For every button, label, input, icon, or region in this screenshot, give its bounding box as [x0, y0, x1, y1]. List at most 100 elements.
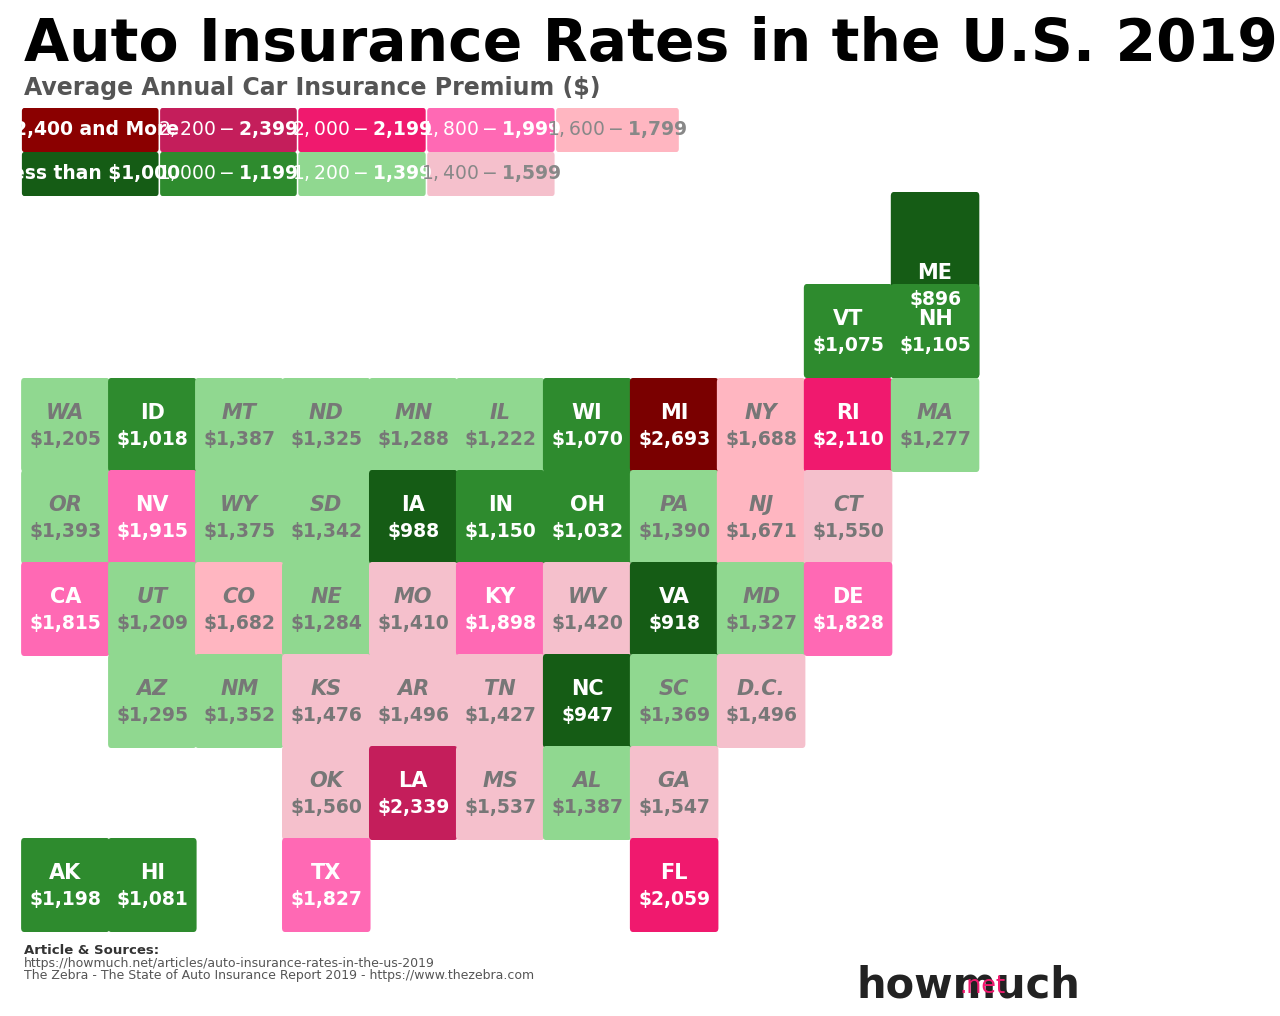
Text: $1,070: $1,070: [552, 430, 623, 448]
FancyBboxPatch shape: [456, 378, 544, 472]
FancyBboxPatch shape: [20, 838, 110, 932]
Text: CA: CA: [50, 587, 81, 607]
FancyBboxPatch shape: [717, 562, 805, 656]
Text: $1,075: $1,075: [812, 335, 884, 355]
Text: MA: MA: [916, 403, 954, 423]
FancyBboxPatch shape: [804, 284, 892, 378]
Text: .net: .net: [959, 974, 1005, 998]
FancyBboxPatch shape: [195, 470, 284, 564]
Text: WV: WV: [567, 587, 607, 607]
Text: $2,400 and More: $2,400 and More: [1, 121, 179, 139]
FancyBboxPatch shape: [282, 654, 370, 748]
FancyBboxPatch shape: [282, 378, 370, 472]
Text: $1,018: $1,018: [116, 430, 188, 448]
Text: $2,693: $2,693: [637, 430, 710, 448]
FancyBboxPatch shape: [369, 470, 457, 564]
FancyBboxPatch shape: [428, 108, 554, 152]
FancyBboxPatch shape: [369, 378, 457, 472]
Text: $1,295: $1,295: [116, 705, 188, 724]
FancyBboxPatch shape: [804, 562, 892, 656]
FancyBboxPatch shape: [282, 562, 370, 656]
Text: RI: RI: [836, 403, 860, 423]
FancyBboxPatch shape: [160, 108, 297, 152]
FancyBboxPatch shape: [282, 838, 370, 932]
Text: IA: IA: [402, 495, 425, 515]
FancyBboxPatch shape: [717, 470, 805, 564]
Text: $1,427: $1,427: [465, 705, 536, 724]
Text: https://howmuch.net/articles/auto-insurance-rates-in-the-us-2019: https://howmuch.net/articles/auto-insura…: [24, 957, 435, 970]
Text: Article & Sources:: Article & Sources:: [24, 944, 159, 957]
Text: $1,800 - $1,999: $1,800 - $1,999: [421, 120, 561, 140]
FancyBboxPatch shape: [891, 192, 979, 378]
FancyBboxPatch shape: [630, 470, 718, 564]
Text: HI: HI: [140, 863, 165, 883]
Text: $1,387: $1,387: [552, 798, 623, 817]
FancyBboxPatch shape: [630, 746, 718, 840]
Text: $918: $918: [648, 614, 700, 633]
FancyBboxPatch shape: [630, 562, 718, 656]
Text: $1,688: $1,688: [726, 430, 797, 448]
Text: $1,032: $1,032: [552, 521, 623, 541]
FancyBboxPatch shape: [891, 284, 979, 378]
Text: $1,327: $1,327: [726, 614, 797, 633]
Text: WA: WA: [46, 403, 84, 423]
Text: FL: FL: [660, 863, 687, 883]
Text: SD: SD: [310, 495, 343, 515]
Text: NE: NE: [311, 587, 342, 607]
Text: $1,352: $1,352: [204, 705, 275, 724]
Text: WY: WY: [220, 495, 259, 515]
Text: $1,898: $1,898: [465, 614, 536, 633]
FancyBboxPatch shape: [369, 654, 457, 748]
Text: DE: DE: [832, 587, 864, 607]
Text: $1,547: $1,547: [639, 798, 710, 817]
Text: MD: MD: [742, 587, 781, 607]
Text: IN: IN: [488, 495, 513, 515]
Text: $1,828: $1,828: [812, 614, 884, 633]
FancyBboxPatch shape: [804, 378, 892, 472]
FancyBboxPatch shape: [456, 562, 544, 656]
Text: $1,000 - $1,199: $1,000 - $1,199: [159, 164, 298, 185]
Text: NC: NC: [571, 679, 603, 699]
Text: ME: ME: [918, 263, 952, 283]
Text: $1,915: $1,915: [116, 521, 188, 541]
Text: AR: AR: [397, 679, 429, 699]
Text: $2,339: $2,339: [378, 798, 449, 817]
Text: $1,284: $1,284: [291, 614, 362, 633]
FancyBboxPatch shape: [22, 108, 159, 152]
Text: ID: ID: [140, 403, 165, 423]
Text: KY: KY: [485, 587, 516, 607]
Text: $1,222: $1,222: [465, 430, 536, 448]
FancyBboxPatch shape: [369, 746, 457, 840]
Text: $1,420: $1,420: [552, 614, 623, 633]
FancyBboxPatch shape: [717, 378, 805, 472]
FancyBboxPatch shape: [160, 152, 297, 196]
FancyBboxPatch shape: [20, 470, 110, 564]
FancyBboxPatch shape: [282, 746, 370, 840]
FancyBboxPatch shape: [543, 746, 631, 840]
Text: $1,496: $1,496: [726, 705, 797, 724]
Text: VT: VT: [833, 309, 863, 329]
FancyBboxPatch shape: [428, 152, 554, 196]
FancyBboxPatch shape: [298, 108, 426, 152]
FancyBboxPatch shape: [456, 470, 544, 564]
Text: TX: TX: [311, 863, 342, 883]
Text: MI: MI: [660, 403, 689, 423]
FancyBboxPatch shape: [543, 562, 631, 656]
Text: D.C.: D.C.: [737, 679, 786, 699]
Text: MT: MT: [221, 403, 257, 423]
FancyBboxPatch shape: [195, 654, 284, 748]
Text: KS: KS: [311, 679, 342, 699]
FancyBboxPatch shape: [108, 470, 197, 564]
Text: $1,400 - $1,599: $1,400 - $1,599: [421, 164, 561, 185]
Text: SC: SC: [659, 679, 690, 699]
Text: $1,682: $1,682: [204, 614, 275, 633]
FancyBboxPatch shape: [195, 378, 284, 472]
Text: $2,110: $2,110: [813, 430, 884, 448]
Text: The Zebra - The State of Auto Insurance Report 2019 - https://www.thezebra.com: The Zebra - The State of Auto Insurance …: [24, 969, 534, 982]
Text: GA: GA: [658, 771, 691, 791]
Text: VA: VA: [659, 587, 690, 607]
Text: $1,342: $1,342: [291, 521, 362, 541]
FancyBboxPatch shape: [456, 746, 544, 840]
Text: Less than $1,000: Less than $1,000: [0, 165, 180, 184]
Text: $1,550: $1,550: [812, 521, 884, 541]
